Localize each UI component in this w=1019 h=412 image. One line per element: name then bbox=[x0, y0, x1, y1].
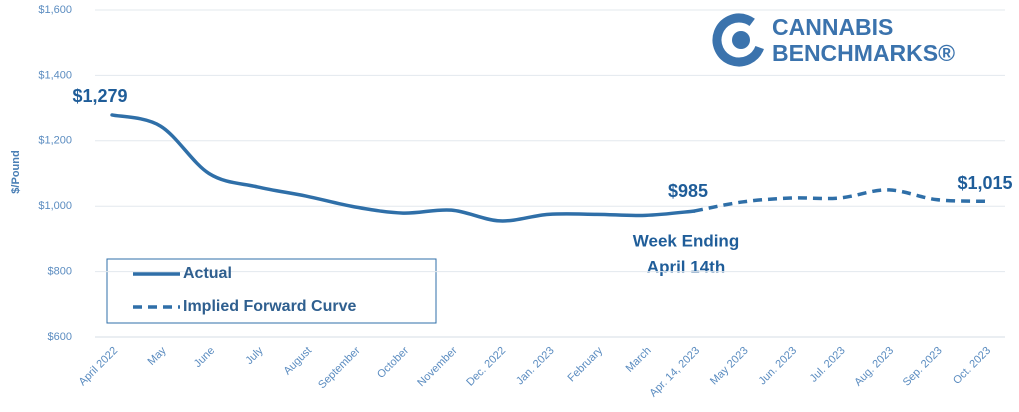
logo: CANNABIS BENCHMARKS® bbox=[712, 13, 955, 67]
y-tick-label: $1,400 bbox=[38, 69, 72, 81]
y-tick-label: $600 bbox=[48, 331, 72, 343]
legend-label: Actual bbox=[183, 265, 232, 282]
x-tick-label: March bbox=[624, 345, 654, 375]
logo-dot bbox=[732, 31, 750, 49]
x-tick-label: April 2022 bbox=[77, 345, 121, 389]
annotation: April 14th bbox=[647, 257, 725, 276]
line-series bbox=[110, 113, 696, 223]
logo-ring bbox=[712, 13, 766, 67]
x-tick-label: Dec. 2022 bbox=[464, 345, 508, 389]
x-tick-label: September bbox=[316, 344, 363, 391]
x-tick-label: May 2023 bbox=[708, 345, 751, 388]
annotation: Week Ending bbox=[633, 231, 739, 250]
logo-text: BENCHMARKS® bbox=[772, 40, 955, 66]
data-label: $1,015 bbox=[957, 173, 1012, 193]
x-tick-label: Jan. 2023 bbox=[514, 345, 557, 388]
x-tick-label: Apr. 14, 2023 bbox=[647, 345, 702, 400]
x-tick-label: Aug. 2023 bbox=[852, 345, 896, 389]
x-tick-label: February bbox=[566, 344, 606, 384]
x-tick-label: July bbox=[243, 344, 266, 367]
y-tick-label: $1,600 bbox=[38, 4, 72, 16]
legend-box bbox=[106, 258, 437, 324]
x-tick-label: Jun. 2023 bbox=[757, 345, 800, 388]
x-tick-label: Jul. 2023 bbox=[808, 345, 848, 385]
x-tick-label: October bbox=[375, 344, 411, 380]
x-tick-label: November bbox=[415, 344, 460, 389]
legend-label: Implied Forward Curve bbox=[183, 298, 356, 315]
y-tick-label: $1,200 bbox=[38, 135, 72, 147]
x-tick-label: August bbox=[281, 345, 314, 378]
data-label: $985 bbox=[668, 181, 708, 201]
y-tick-label: $800 bbox=[48, 266, 72, 278]
data-label: $1,279 bbox=[72, 86, 127, 106]
y-axis-label: $/Pound bbox=[10, 150, 22, 193]
line-series bbox=[693, 188, 986, 213]
x-tick-label: May bbox=[145, 344, 169, 368]
x-tick-label: Oct. 2023 bbox=[951, 345, 993, 387]
x-tick-label: June bbox=[192, 345, 217, 370]
y-tick-label: $1,000 bbox=[38, 200, 72, 212]
logo-text: CANNABIS bbox=[772, 14, 893, 40]
x-tick-label: Sep. 2023 bbox=[901, 345, 945, 389]
